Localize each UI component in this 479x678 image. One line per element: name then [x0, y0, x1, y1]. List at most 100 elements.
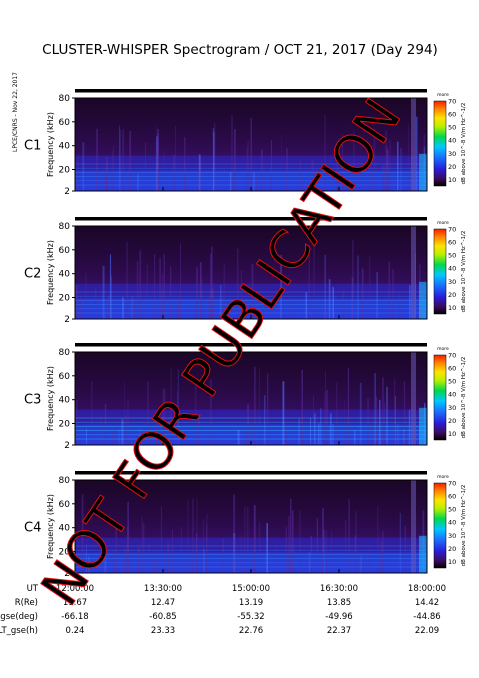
streak: [187, 499, 189, 573]
streak: [198, 418, 200, 445]
streak: [206, 513, 208, 573]
colorbar-tick-label: 70: [448, 480, 456, 488]
streak: [331, 532, 333, 573]
streak: [177, 294, 179, 319]
colorbar: [433, 100, 447, 187]
streak: [155, 123, 157, 191]
colorbar-tick-label: 20: [448, 291, 456, 299]
streak: [91, 381, 93, 445]
y-tick-label: 80: [59, 94, 71, 104]
streak: [129, 131, 131, 191]
streak: [397, 423, 399, 445]
y-tick-label: 40: [59, 396, 71, 406]
streak: [385, 130, 387, 191]
streak: [233, 494, 235, 573]
streak: [192, 498, 194, 573]
streak: [244, 430, 247, 445]
colorbar-label: dB above 10^-8 V/m Hz^-1/2: [461, 103, 467, 185]
figure-title: CLUSTER-WHISPER Spectrogram / OCT 21, 20…: [42, 42, 438, 58]
streak: [286, 148, 288, 191]
streak: [368, 547, 371, 573]
streak: [392, 269, 394, 319]
ephemeris-row-label: LT_gse(h): [0, 626, 38, 636]
streak: [256, 174, 257, 191]
status-bar: [75, 89, 427, 93]
streak: [377, 506, 379, 573]
streak: [142, 523, 145, 573]
streak: [159, 258, 161, 319]
streak: [260, 149, 263, 191]
streak: [280, 254, 282, 319]
panel-label: C3: [24, 393, 41, 408]
streak: [200, 278, 203, 319]
streak: [237, 429, 240, 445]
panel-c2: 2 20 40 60 80 Frequency (kHz) C2 more 10 20 30 40 50…: [24, 217, 467, 325]
streak: [373, 128, 376, 191]
colorbar-tick-label: 70: [448, 98, 456, 106]
streak: [352, 240, 354, 319]
streak: [167, 541, 169, 573]
streak: [119, 129, 121, 191]
streak: [323, 304, 325, 319]
colorbar-top-label: more: [437, 92, 449, 98]
side-stamp: LPCE/CNRS - Nov 22, 2017: [12, 72, 19, 152]
streak: [214, 123, 216, 191]
streak: [308, 245, 310, 319]
streak: [152, 551, 155, 573]
ephemeris-value: 23.33: [151, 626, 175, 636]
colorbar: [433, 228, 447, 315]
streak: [88, 556, 90, 573]
y-tick-label: 20: [59, 548, 71, 558]
y-axis-label: Frequency (kHz): [46, 240, 55, 305]
streak: [163, 254, 165, 319]
streak: [121, 419, 124, 445]
streak: [145, 142, 146, 191]
streak: [157, 133, 160, 191]
ephemeris-value: -55.32: [237, 612, 264, 622]
y-tick-label: 2: [64, 569, 70, 579]
streak: [139, 250, 142, 319]
y-axis-label: Frequency (kHz): [46, 366, 55, 431]
streak: [367, 398, 370, 445]
colorbar-tick-label: 50: [448, 124, 456, 132]
ephemeris-value: 0.24: [66, 626, 85, 636]
colorbar-tick-label: 30: [448, 404, 456, 412]
streak: [104, 555, 107, 573]
streak: [116, 418, 118, 445]
streak: [111, 430, 114, 445]
streak: [253, 505, 256, 573]
streak: [384, 403, 386, 445]
streak: [345, 520, 347, 573]
status-bar: [75, 343, 427, 347]
streak: [126, 283, 128, 319]
streak: [174, 305, 177, 319]
streak: [399, 512, 402, 573]
streak: [316, 518, 318, 573]
streak: [404, 525, 407, 573]
streak: [388, 261, 391, 319]
streak: [326, 530, 327, 573]
y-tick-label: 80: [59, 476, 71, 486]
ephemeris-value: 22.37: [327, 626, 351, 636]
ephemeris-value: 22.09: [415, 626, 439, 636]
y-tick-label: 60: [59, 500, 71, 510]
streak: [119, 125, 120, 191]
burst-event: [411, 98, 416, 191]
streak: [230, 172, 232, 191]
streak: [96, 128, 98, 191]
streak: [104, 403, 107, 445]
colorbar-top-label: more: [437, 346, 449, 352]
y-tick-label: 20: [59, 166, 71, 176]
colorbar-tick-label: 30: [448, 532, 456, 540]
streak: [175, 126, 176, 191]
streak: [325, 370, 326, 445]
streak: [324, 392, 326, 445]
streak: [290, 499, 292, 573]
status-bar: [75, 471, 427, 475]
streak: [382, 531, 384, 573]
panel-label: C2: [24, 267, 41, 282]
streak: [354, 430, 356, 445]
streak: [376, 396, 378, 445]
streak: [246, 147, 248, 191]
